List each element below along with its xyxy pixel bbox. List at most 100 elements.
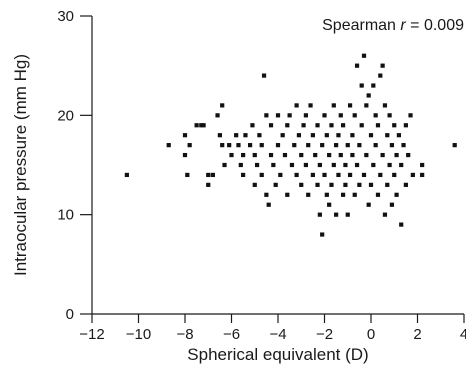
x-tick-label: −6 xyxy=(223,326,240,343)
data-point xyxy=(341,192,346,197)
data-point xyxy=(382,212,388,217)
data-point xyxy=(259,143,264,148)
data-point xyxy=(234,133,239,138)
data-point xyxy=(315,123,320,128)
data-point xyxy=(352,192,357,197)
data-point xyxy=(334,212,339,217)
data-point xyxy=(220,103,225,108)
data-point xyxy=(292,143,297,148)
data-point xyxy=(252,152,257,158)
data-point xyxy=(220,143,225,148)
data-point xyxy=(206,172,211,178)
x-axis-ticks: −12 −10 −8 −6 −4 −2 0 2 4 xyxy=(79,314,466,343)
data-point xyxy=(345,212,350,217)
data-point xyxy=(382,103,388,108)
data-point xyxy=(273,182,278,187)
spearman-annotation: Spearman r = 0.009 xyxy=(322,17,464,34)
data-point xyxy=(387,162,392,168)
data-point xyxy=(278,172,283,178)
x-tick-label: 0 xyxy=(367,326,375,343)
x-tick-label: −10 xyxy=(126,326,151,343)
data-point xyxy=(380,63,385,68)
x-tick-label: −8 xyxy=(176,326,193,343)
data-point xyxy=(257,133,262,138)
data-point xyxy=(268,152,274,158)
data-point xyxy=(327,152,332,158)
data-point xyxy=(378,73,383,78)
data-point xyxy=(341,123,346,128)
data-point xyxy=(199,123,204,128)
data-point xyxy=(406,152,411,158)
data-point xyxy=(299,152,304,158)
data-point xyxy=(217,133,222,138)
data-point xyxy=(452,143,457,148)
data-point xyxy=(315,182,320,187)
data-point xyxy=(368,182,374,187)
data-point xyxy=(229,152,234,158)
data-point xyxy=(375,192,381,197)
data-point xyxy=(354,63,360,68)
data-point xyxy=(361,172,367,178)
annotation-suffix: = 0.009 xyxy=(406,17,464,34)
data-point xyxy=(317,162,322,168)
data-point xyxy=(238,162,243,168)
data-point xyxy=(410,172,415,178)
data-point xyxy=(331,103,336,108)
annotation-symbol: r xyxy=(400,17,406,34)
data-point xyxy=(261,73,267,78)
data-point xyxy=(166,143,171,148)
data-point xyxy=(327,202,332,207)
data-point xyxy=(401,143,406,148)
x-tick-label: 4 xyxy=(460,326,466,343)
data-point xyxy=(385,182,390,187)
data-point xyxy=(243,133,248,138)
data-point xyxy=(329,123,334,128)
data-point xyxy=(182,133,188,138)
data-point xyxy=(187,143,192,148)
data-point xyxy=(336,133,341,138)
x-tick-label: −2 xyxy=(316,326,333,343)
data-point xyxy=(294,103,299,108)
data-point xyxy=(313,152,318,158)
data-point xyxy=(264,113,269,118)
data-point xyxy=(361,53,367,58)
data-point xyxy=(347,103,353,108)
data-point xyxy=(403,182,408,187)
data-point xyxy=(394,192,399,197)
data-point xyxy=(294,172,299,178)
data-point xyxy=(366,202,371,207)
data-point xyxy=(352,113,357,118)
x-tick-label: 2 xyxy=(413,326,421,343)
data-point xyxy=(264,192,269,197)
data-point xyxy=(336,172,341,178)
data-point xyxy=(280,133,285,138)
data-point xyxy=(301,123,306,128)
data-point xyxy=(324,133,329,138)
x-axis-label: Spherical equivalent (D) xyxy=(187,345,368,364)
data-point xyxy=(364,103,369,108)
data-point xyxy=(275,143,281,148)
data-point xyxy=(287,113,292,118)
data-point xyxy=(359,123,364,128)
data-point xyxy=(254,162,260,168)
data-point xyxy=(399,162,404,168)
data-point xyxy=(334,143,339,148)
data-point xyxy=(275,113,281,118)
data-point xyxy=(368,133,374,138)
data-point xyxy=(285,123,290,128)
data-point xyxy=(266,202,271,207)
data-point xyxy=(227,143,232,148)
data-point xyxy=(259,172,264,178)
data-point xyxy=(206,182,211,187)
data-point xyxy=(389,202,395,207)
data-point xyxy=(389,143,395,148)
data-point xyxy=(222,162,227,168)
data-point xyxy=(329,182,334,187)
data-point xyxy=(364,152,369,158)
data-point xyxy=(392,172,397,178)
data-points xyxy=(124,53,457,237)
data-point xyxy=(331,162,336,168)
data-point xyxy=(268,123,274,128)
data-point xyxy=(350,133,355,138)
